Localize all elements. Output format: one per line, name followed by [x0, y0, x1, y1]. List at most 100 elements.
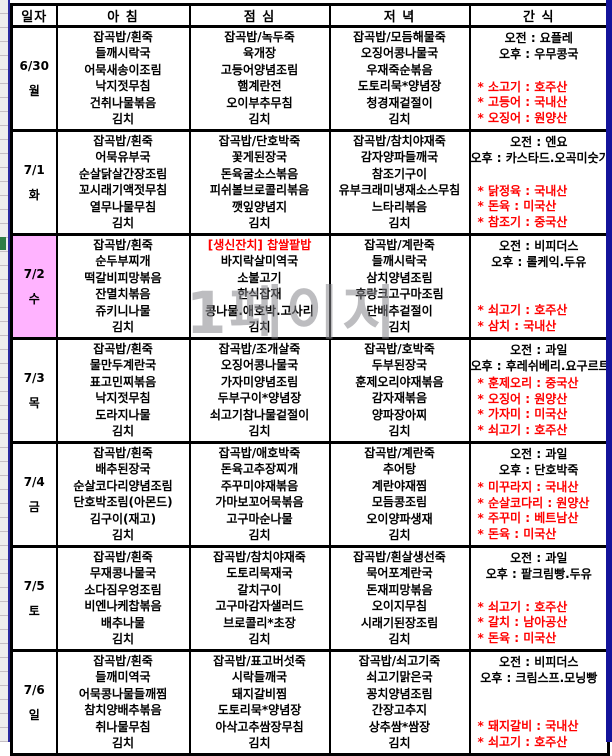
menu-line: 한식잡재 [237, 287, 282, 302]
menu-line: 들깨시락국 [95, 46, 151, 61]
day-row: 7/4 금 잡곡밥/흰죽 배추된장국 순살코다리양념조림 단호박조림(아몬드) 김구이(… [10, 441, 610, 548]
snack-cell: 오전 : 엔요 오후 : 카스타드.오곡미숫가루 * 닭정육 : 국내산 * 돈육 … [468, 129, 612, 236]
menu-line: 도토리묵*양념장 [217, 703, 302, 718]
origin-line: * 오징어 : 원양산 [477, 391, 568, 406]
menu-line: 들깨시락국 [371, 254, 428, 269]
menu-line: 도토리묵*양념장 [357, 79, 442, 94]
menu-line: 배추나물 [100, 615, 146, 630]
menu-line: 김치 [248, 112, 271, 127]
breakfast-cell: 잡곡밥/흰죽 어묵유부국 순살닭살간장조림 꼬시래기액젓무침 열무나물무침 김치 [55, 129, 191, 236]
row-selection-marker [0, 237, 6, 250]
date-label: 7/5 [23, 578, 45, 593]
menu-line: 낙지젓무침 [95, 79, 151, 94]
breakfast-lines: 잡곡밥/흰죽 들깨시락국 어묵새송이조림 낙지젓무침 건취나물볶음 김치 [58, 28, 189, 129]
menu-line: 잡곡밥/참치야재죽 [353, 133, 446, 148]
menu-line: 잡곡밥/계란죽 [364, 445, 435, 460]
menu-line: 청경재겉절이 [366, 95, 433, 110]
lunch-lines: 잡곡밥/표고버섯죽 시락들깨국 돼지갈비찜 도토리묵*양념장 아삭고추쌈장무침 김치 [191, 652, 329, 753]
menu-line: 건취나물볶음 [89, 95, 157, 110]
menu-line: 어묵유부국 [95, 150, 151, 165]
menu-line: 고구마순나물 [226, 511, 293, 526]
dinner-cell: 잡곡밥/참치야재죽 감자양파들깨국 참조기구이 유부크래미냉재소스무침 느타리볶음 김치 [328, 129, 471, 236]
weekday-label: 금 [28, 499, 40, 514]
menu-line: 잡곡밥/참치야재죽 [213, 549, 306, 564]
menu-line: 김치 [111, 736, 135, 751]
origin-line: * 닭정육 : 국내산 [477, 183, 568, 198]
menu-line: 콩나물.애호박.고사리 [205, 303, 314, 318]
date-cell: 7/3 목 [10, 337, 58, 444]
origin-line: * 돈육 : 미국산 [477, 630, 557, 645]
menu-line: 후랑크고구마조림 [355, 287, 444, 302]
sheet-left-margin [0, 0, 8, 742]
snack-line: 오후 : 팥크림빵.두유 [485, 567, 592, 581]
menu-line: 잡곡밥/애호박죽 [218, 445, 301, 460]
breakfast-cell: 잡곡밥/흰죽 무재콩나물국 소다짐우엉조림 비엔나케찹볶음 배추나물 김치 [55, 545, 191, 652]
date-cell: 7/5 토 [10, 545, 58, 652]
menu-line: 단호박조림(아몬드) [73, 495, 173, 510]
date-cell: 6/30 월 [10, 25, 58, 132]
menu-line: 육개장 [242, 46, 277, 61]
header-lunch: 점 심 [188, 3, 331, 28]
weekday-label: 월 [28, 83, 40, 98]
menu-line: 계란야재찜 [371, 478, 428, 493]
origin-list: * 쇠고기 : 호주산 * 삼치 : 국내산 [471, 303, 608, 334]
dinner-lines: 잡곡밥/호박죽 두부된장국 훈제오리야재볶음 감자재볶음 양파장아찌 김치 [331, 340, 469, 441]
snack-line: 오후 : 롤케익.두유 [491, 255, 587, 269]
menu-line: 시래기된장조림 [360, 615, 439, 630]
date-label: 7/1 [23, 162, 45, 177]
menu-line: 유부크래미냉재소스무침 [338, 183, 461, 198]
snack-times: 오전 : 비피더스 오후 : 롤케익.두유 [471, 238, 608, 270]
menu-line: 가마보꼬어묵볶음 [215, 495, 304, 510]
menu-line: 김치 [248, 632, 271, 647]
menu-line: 김치 [388, 112, 411, 127]
menu-line: 단배추겉절이 [366, 303, 433, 318]
menu-line: 김치 [111, 528, 135, 543]
menu-line: 도라지나물 [95, 407, 151, 422]
lunch-lines: 잡곡밥/애호박죽 돈육고추장찌개 주꾸미야재볶음 가마보꼬어묵볶음 고구마순나물 김치 [191, 444, 329, 545]
date-cell: 7/4 금 [10, 441, 58, 548]
menu-line: 낙지젓무침 [95, 391, 151, 406]
menu-line: 김치 [388, 320, 411, 335]
breakfast-lines: 잡곡밥/흰죽 물만두계란국 표고민찌볶음 낙지젓무침 도라지나물 김치 [58, 340, 189, 441]
weekday-label: 수 [28, 291, 40, 306]
menu-line: 꽃게된장국 [231, 150, 288, 165]
menu-line: 김치 [111, 424, 135, 439]
dinner-lines: 잡곡밥/쇠고기죽 쇠고기맑은국 꽁치양념조림 간장고추지 상추쌈*쌈장 김치 [331, 652, 469, 753]
origin-line: * 가자미 : 미국산 [477, 407, 568, 421]
lunch-lines: [생신잔치] 찹쌀팥밥 바지락살미역국 소불고기 한식잡재 콩나물.애호박.고사리 김치 [191, 236, 329, 337]
menu-line: 참치양배추볶음 [84, 703, 162, 718]
weekday-label: 일 [28, 707, 40, 722]
menu-line: 오징어콩나물국 [220, 358, 299, 373]
lunch-lines: 잡곡밥/단호박죽 꽃게된장국 돈육굴소스볶음 피쉬볼브로콜리볶음 깻잎양념지 김치 [191, 132, 329, 233]
header-dinner: 저 녁 [328, 3, 471, 28]
snack-cell: 오전 : 과일 오후 : 후레쉬베리.요구르트 * 훈제오리 : 중국산 * 오징어… [468, 337, 610, 444]
menu-line: 김치 [248, 320, 271, 335]
menu-line: 두부된장국 [371, 358, 428, 373]
snack-cell: 오전 : 비피더스 오후 : 롤케익.두유 * 쇠고기 : 호주산 * 삼치 : 국… [468, 233, 610, 340]
menu-line: 돈육고추장찌개 [220, 462, 299, 477]
menu-line: 잔멸치볶음 [95, 287, 151, 302]
menu-line: 잡곡밥/흰죽 [93, 29, 153, 44]
menu-line: 쇠고기맑은국 [366, 670, 433, 685]
snack-times: 오전 : 과일 오후 : 팥크림빵.두유 [471, 550, 608, 582]
origin-line: * 순살코다리 : 원양산 [477, 495, 590, 510]
menu-line: 어묵콩나물들깨찜 [78, 686, 168, 701]
date-cell: 7/6 일 [10, 649, 58, 756]
menu-line: 들깨미역국 [95, 670, 151, 685]
breakfast-lines: 잡곡밥/흰죽 어묵유부국 순살닭살간장조림 꼬시래기액젓무침 열무나물무침 김치 [58, 132, 189, 233]
breakfast-lines: 잡곡밥/흰죽 순두부찌개 떡갈비피망볶음 잔멸치볶음 쥬키니나물 김치 [58, 236, 189, 337]
menu-line: 갈치구이 [237, 582, 282, 597]
origin-line: * 돈육 : 미국산 [477, 199, 557, 213]
day-row: 7/2 수 잡곡밥/흰죽 순두부찌개 떡갈비피망볶음 잔멸치볶음 쥬키니나물 김치 [생신… [10, 233, 610, 340]
lunch-lines: 잡곡밥/녹두죽 육개장 고등어양념조림 햄계란전 오이부추무침 김치 [191, 28, 329, 129]
snack-line: 오전 : 과일 [510, 447, 568, 461]
date-label: 7/2 [23, 266, 45, 281]
breakfast-lines: 잡곡밥/흰죽 무재콩나물국 소다짐우엉조림 비엔나케찹볶음 배추나물 김치 [58, 548, 189, 649]
menu-line: 잡곡밥/흰죽 [93, 237, 153, 252]
menu-line: 양파장아찌 [371, 407, 428, 422]
menu-line: 시락들깨국 [231, 670, 288, 685]
menu-line: 김치 [111, 112, 135, 127]
snack-line: 오전 : 과일 [510, 343, 568, 357]
meal-days-body: 6/30 월 잡곡밥/흰죽 들깨시락국 어묵새송이조림 낙지젓무침 건취나물볶음 김치 잡… [10, 25, 612, 756]
menu-line: 김치 [388, 528, 411, 543]
